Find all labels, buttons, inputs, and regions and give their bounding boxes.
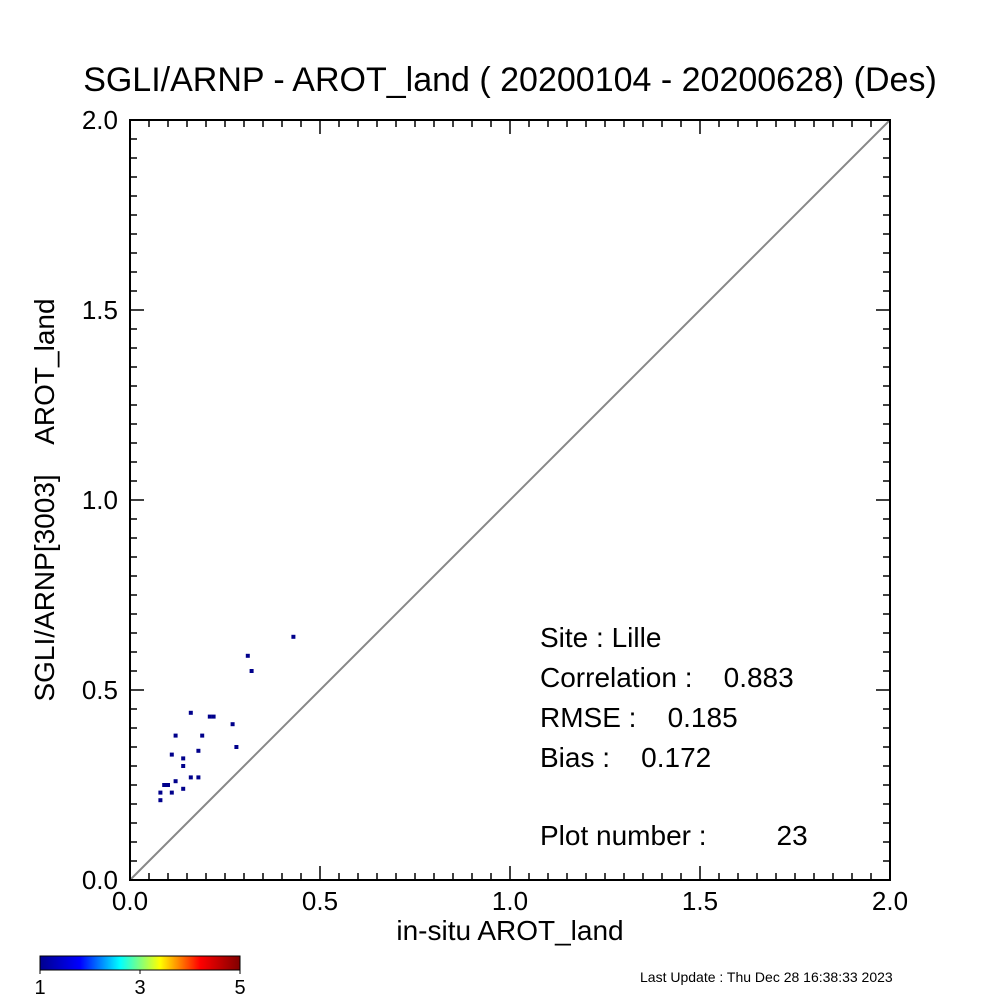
data-point <box>173 733 178 738</box>
data-point <box>234 745 239 749</box>
data-point <box>181 756 186 761</box>
data-point <box>211 714 216 719</box>
y-axis-label: SGLI/ARNP[3003] AROT_land <box>29 298 60 701</box>
x-tick-label: 0.5 <box>302 886 338 916</box>
data-point <box>158 790 163 795</box>
data-point <box>158 798 163 803</box>
colorbar-tick-label: 5 <box>234 977 245 999</box>
colorbar-tick-label: 3 <box>134 977 145 999</box>
x-tick-label: 2.0 <box>872 886 908 916</box>
data-point <box>169 790 174 795</box>
data-point <box>181 786 186 791</box>
stat-correlation: Correlation : 0.883 <box>540 662 794 693</box>
y-tick-label: 2.0 <box>82 105 118 135</box>
stat-plot-number: Plot number : 23 <box>540 820 808 851</box>
x-tick-label: 1.5 <box>682 886 718 916</box>
data-point <box>169 752 174 757</box>
colorbar-tick-label: 1 <box>34 977 45 999</box>
data-point <box>230 722 235 727</box>
stat-site: Site : Lille <box>540 622 662 653</box>
data-point <box>188 775 193 780</box>
data-point <box>200 733 205 738</box>
data-point <box>196 748 201 753</box>
colorbar: 1 3 5 <box>34 955 246 999</box>
chart-title: SGLI/ARNP - AROT_land ( 20200104 - 20200… <box>83 61 937 99</box>
plot-area: 0.0 0.5 1.0 1.5 2.0 0.0 0.5 1.0 1.5 2.0 <box>82 105 908 916</box>
stat-bias: Bias : 0.172 <box>540 742 712 773</box>
data-point <box>188 710 193 715</box>
last-update-text: Last Update : Thu Dec 28 16:38:33 2023 <box>640 969 893 985</box>
data-point <box>181 764 186 768</box>
data-point <box>166 783 170 787</box>
x-tick-label: 1.0 <box>492 886 528 916</box>
data-point <box>196 775 201 780</box>
plot-frame <box>129 119 891 881</box>
y-tick-label: 0.5 <box>82 675 118 705</box>
colorbar-bar <box>39 955 241 971</box>
data-point <box>249 669 254 673</box>
one-to-one-line <box>129 119 891 881</box>
y-tick-label: 1.0 <box>82 485 118 515</box>
data-point <box>207 714 212 719</box>
stat-rmse: RMSE : 0.185 <box>540 702 738 733</box>
y-tick-label: 1.5 <box>82 295 118 325</box>
data-point <box>291 634 296 639</box>
data-point <box>245 653 250 658</box>
x-axis-label: in-situ AROT_land <box>396 915 623 946</box>
data-point <box>162 783 167 787</box>
y-tick-label: 0.0 <box>82 865 118 895</box>
x-tick-label: 0.0 <box>112 886 148 916</box>
data-point <box>173 779 178 784</box>
